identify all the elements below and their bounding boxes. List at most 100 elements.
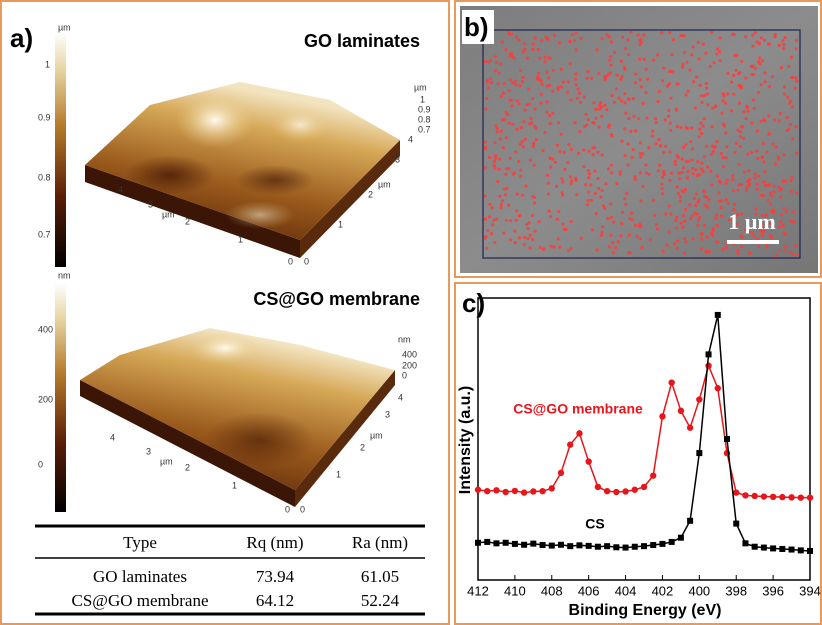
red-dot	[739, 234, 743, 238]
red-dot	[753, 172, 757, 176]
red-dot	[744, 186, 749, 190]
red-dot	[668, 150, 672, 154]
red-dot	[525, 222, 529, 227]
red-dot	[578, 91, 582, 95]
red-dot	[750, 72, 754, 77]
red-dot	[609, 40, 614, 44]
red-dot	[690, 158, 694, 162]
red-dot	[675, 215, 679, 220]
red-dot	[739, 212, 744, 216]
red-dot	[503, 193, 508, 197]
red-dot	[504, 48, 508, 52]
red-dot	[666, 114, 671, 118]
red-dot	[552, 33, 557, 38]
red-dot	[702, 93, 706, 98]
afm-axis-label: 0.8	[38, 172, 51, 182]
data-point	[604, 543, 611, 550]
red-dot	[541, 149, 545, 153]
data-point	[631, 486, 638, 493]
red-dot	[611, 251, 616, 255]
red-dot	[739, 182, 743, 186]
red-dot	[520, 139, 524, 144]
x-tick-label: 398	[725, 583, 747, 598]
red-dot	[681, 146, 686, 150]
red-dot	[629, 30, 633, 34]
red-dot	[709, 152, 714, 157]
afm-axis-label: 1	[45, 59, 50, 69]
red-dot	[545, 70, 549, 74]
red-dot	[682, 236, 686, 241]
afm-axis-label: 0	[38, 459, 43, 469]
x-tick-label: 400	[688, 583, 710, 598]
red-dot	[561, 180, 565, 184]
red-dot	[570, 179, 574, 183]
red-dot	[629, 129, 633, 134]
red-dot	[498, 137, 502, 141]
red-dot	[685, 176, 690, 180]
data-point	[567, 441, 574, 448]
red-dot	[766, 42, 771, 46]
red-dot	[682, 251, 687, 255]
red-dot	[763, 71, 767, 75]
red-dot	[790, 105, 794, 109]
red-dot	[689, 140, 693, 144]
red-dot	[655, 227, 660, 231]
red-dot	[556, 121, 561, 125]
red-dot	[676, 192, 681, 196]
red-dot	[795, 79, 799, 83]
red-dot	[760, 213, 765, 218]
red-dot	[652, 213, 657, 218]
data-point	[779, 493, 786, 501]
red-dot	[627, 251, 631, 255]
table-cell: 73.94	[256, 567, 295, 586]
red-dot	[777, 119, 781, 123]
data-point	[733, 520, 740, 527]
red-dot	[739, 86, 744, 90]
red-dot	[559, 132, 563, 136]
red-dot	[699, 167, 704, 171]
red-dot	[784, 245, 788, 249]
afm-axis-label: 0	[402, 370, 407, 380]
red-dot	[609, 233, 613, 238]
red-dot	[768, 221, 773, 226]
red-dot	[693, 106, 698, 110]
red-dot	[599, 101, 603, 105]
red-dot	[696, 223, 700, 227]
red-dots	[483, 30, 800, 258]
panel-a-frame	[0, 0, 450, 625]
red-dot	[719, 151, 723, 156]
x-tick-label: 406	[578, 583, 600, 598]
red-dot	[627, 97, 631, 102]
red-dot	[529, 116, 533, 120]
red-dot	[513, 241, 517, 245]
red-dot	[504, 218, 508, 223]
red-dot	[633, 175, 637, 179]
red-dot	[724, 131, 728, 135]
red-dot	[672, 242, 676, 246]
red-dot	[594, 212, 598, 216]
red-dot	[502, 81, 506, 86]
red-dot	[690, 147, 694, 151]
red-dot	[700, 237, 704, 241]
red-dot	[772, 118, 777, 122]
red-dot	[528, 246, 532, 250]
red-dot	[766, 184, 770, 188]
red-dot	[796, 252, 800, 257]
data-point	[520, 489, 528, 496]
red-dot	[654, 120, 658, 125]
red-dot	[686, 89, 690, 93]
red-dot	[514, 218, 518, 222]
data-point	[742, 540, 749, 547]
red-dot	[564, 227, 568, 232]
red-dot	[644, 67, 648, 71]
red-dot	[573, 77, 578, 81]
red-dot	[497, 167, 501, 171]
red-dot	[507, 121, 511, 125]
red-dot	[506, 113, 510, 117]
red-dot	[706, 165, 710, 169]
red-dot	[522, 42, 526, 46]
afm-axis-label: 200	[38, 394, 53, 404]
red-dot	[638, 222, 642, 226]
data-point	[484, 487, 491, 495]
